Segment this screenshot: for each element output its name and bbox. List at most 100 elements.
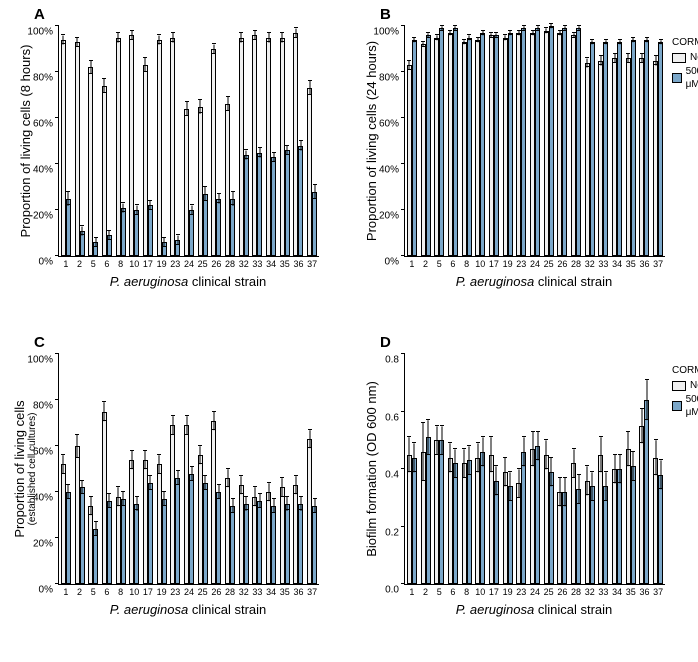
error-cap (604, 39, 608, 40)
error-cap (421, 422, 425, 423)
x-tick: 28 (225, 584, 235, 597)
error-cap (572, 32, 576, 33)
error-cap (412, 41, 416, 42)
error-cap (645, 37, 649, 38)
error-cap (89, 514, 93, 515)
error-bar (109, 494, 110, 508)
error-cap (544, 468, 548, 469)
y-tick-mark (55, 209, 59, 210)
error-cap (522, 30, 526, 31)
error-cap (171, 434, 175, 435)
error-cap (522, 25, 526, 26)
error-cap (481, 436, 485, 437)
legend: CORMNo500 μM (672, 364, 698, 420)
error-bar (177, 471, 178, 485)
bar-corm (576, 28, 581, 256)
y-tick-mark (401, 71, 405, 72)
error-cap (157, 473, 161, 474)
x-tick: 5 (91, 584, 96, 597)
error-cap (313, 512, 317, 513)
error-cap (626, 431, 630, 432)
error-bar (559, 478, 560, 507)
error-cap (61, 34, 65, 35)
error-cap (226, 486, 230, 487)
error-cap (522, 465, 526, 466)
error-cap (148, 200, 152, 201)
error-cap (531, 431, 535, 432)
error-cap (80, 493, 84, 494)
error-cap (94, 535, 98, 536)
error-cap (440, 454, 444, 455)
error-cap (659, 459, 663, 460)
legend-label: 500 μM (686, 393, 698, 419)
bar-corm (257, 153, 262, 257)
error-cap (426, 37, 430, 38)
bar-corm (494, 35, 499, 256)
x-tick: 8 (464, 256, 469, 269)
error-cap (272, 161, 276, 162)
legend-label: 500 μM (686, 65, 698, 91)
error-cap (94, 237, 98, 238)
error-cap (171, 41, 175, 42)
error-cap (426, 32, 430, 33)
error-cap (61, 473, 65, 474)
error-bar (641, 409, 642, 444)
error-bar (213, 412, 214, 430)
error-bar (68, 485, 69, 499)
error-cap (143, 71, 147, 72)
error-cap (272, 498, 276, 499)
error-bar (241, 476, 242, 494)
x-tick: 28 (571, 584, 581, 597)
error-bar (646, 380, 647, 420)
error-cap (577, 25, 581, 26)
error-cap (544, 439, 548, 440)
y-tick-mark (55, 537, 59, 538)
error-cap (185, 101, 189, 102)
error-cap (613, 53, 617, 54)
error-cap (558, 30, 562, 31)
error-bar (232, 192, 233, 206)
error-cap (176, 470, 180, 471)
error-cap (618, 454, 622, 455)
error-bar (104, 79, 105, 93)
error-cap (217, 498, 221, 499)
error-bar (172, 416, 173, 434)
error-cap (239, 475, 243, 476)
error-bar (159, 455, 160, 473)
y-tick-mark (401, 163, 405, 164)
error-cap (258, 156, 262, 157)
error-cap (176, 484, 180, 485)
error-cap (102, 401, 106, 402)
error-cap (563, 477, 567, 478)
error-cap (476, 471, 480, 472)
x-tick: 34 (266, 256, 276, 269)
error-cap (299, 149, 303, 150)
y-tick-mark (401, 411, 405, 412)
x-tick: 23 (516, 584, 526, 597)
error-bar (131, 451, 132, 469)
error-cap (659, 39, 663, 40)
y-tick: 80% (33, 73, 59, 84)
error-cap (440, 30, 444, 31)
error-cap (94, 246, 98, 247)
error-cap (440, 25, 444, 26)
bar-corm (453, 463, 458, 584)
error-bar (68, 192, 69, 206)
error-cap (80, 225, 84, 226)
bar-corm (148, 205, 153, 256)
x-tick: 24 (184, 584, 194, 597)
error-cap (80, 480, 84, 481)
error-cap (280, 496, 284, 497)
legend: CORMNo500 μM (672, 36, 698, 92)
x-tick: 8 (118, 256, 123, 269)
x-tick: 26 (557, 256, 567, 269)
error-cap (517, 34, 521, 35)
error-cap (448, 442, 452, 443)
bar-corm (549, 472, 554, 584)
x-tick: 2 (423, 584, 428, 597)
error-cap (217, 484, 221, 485)
y-tick: 20% (33, 211, 59, 222)
error-cap (549, 485, 553, 486)
error-cap (599, 55, 603, 56)
error-cap (412, 442, 416, 443)
